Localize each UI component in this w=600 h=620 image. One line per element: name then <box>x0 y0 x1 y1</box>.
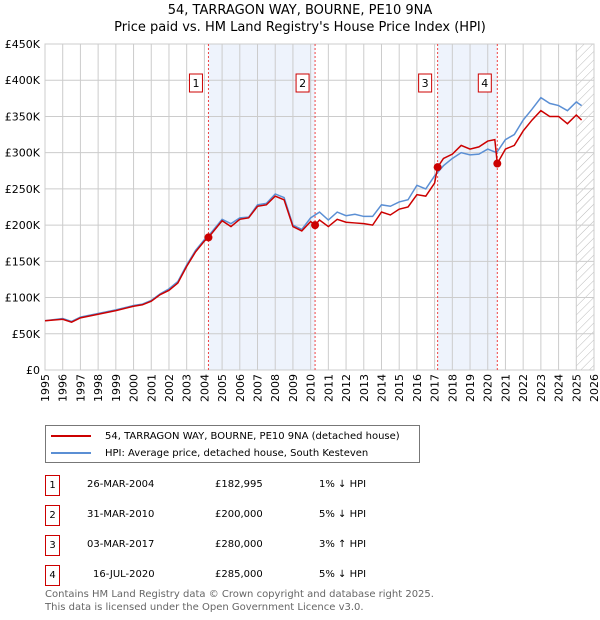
sale-number-badge: 2 <box>45 505 60 526</box>
x-tick-label: 1995 <box>39 374 52 402</box>
legend: 54, TARRAGON WAY, BOURNE, PE10 9NA (deta… <box>45 425 420 463</box>
sale-label: 3 <box>422 77 429 90</box>
sale-point <box>433 163 442 172</box>
sale-row: 4 16-JUL-2020 £285,000 5% ↓ HPI <box>45 565 445 586</box>
sale-label-box <box>188 73 203 93</box>
sale-number-badge: 4 <box>45 565 60 586</box>
y-tick-label: £100K <box>5 292 41 305</box>
x-tick-label: 2007 <box>252 374 265 402</box>
legend-swatch-blue <box>51 452 91 454</box>
chart-subtitle: Price paid vs. HM Land Registry's House … <box>114 20 486 35</box>
legend-item-property: 54, TARRAGON WAY, BOURNE, PE10 9NA (deta… <box>46 428 400 444</box>
y-tick-label: £0 <box>26 364 40 377</box>
y-tick-label: £150K <box>5 255 41 268</box>
footer: Contains HM Land Registry data © Crown c… <box>45 588 434 614</box>
footer-line: This data is licensed under the Open Gov… <box>45 602 364 613</box>
x-tick-label: 1996 <box>57 374 70 402</box>
sale-label-box <box>477 73 492 93</box>
sale-price: £280,000 <box>215 539 263 550</box>
sale-point <box>311 221 320 230</box>
sale-point <box>204 233 213 242</box>
chart-title: 54, TARRAGON WAY, BOURNE, PE10 9NA <box>167 3 433 18</box>
sale-label-box <box>418 73 433 93</box>
x-tick-label: 1999 <box>110 374 123 402</box>
price-chart: £0 £50K £100K £150K £200K £250K £300K £350K £400… <box>5 38 600 402</box>
sale-point <box>493 159 502 168</box>
x-tick-label: 2026 <box>588 374 600 402</box>
sale-hpi-diff: 3% ↑ HPI <box>319 539 367 550</box>
sale-number-badge: 3 <box>45 535 60 556</box>
sale-label: 1 <box>192 77 199 90</box>
sale-row: 1 26-MAR-2004 £182,995 1% ↓ HPI <box>45 475 445 496</box>
x-tick-label: 2019 <box>464 374 477 402</box>
sale-price: £200,000 <box>215 509 263 520</box>
sale-price: £182,995 <box>215 479 263 490</box>
x-tick-label: 2015 <box>393 374 406 402</box>
x-tick-label: 2000 <box>128 374 141 402</box>
x-tick-label: 2001 <box>145 374 158 402</box>
sale-hpi-diff: 5% ↓ HPI <box>319 509 367 520</box>
x-tick-label: 2017 <box>429 374 442 402</box>
shaded-period <box>437 44 498 370</box>
sale-row: 3 03-MAR-2017 £280,000 3% ↑ HPI <box>45 535 445 556</box>
x-tick-label: 2010 <box>305 374 318 402</box>
x-tick-label: 2016 <box>411 374 424 402</box>
plot-frame <box>44 43 595 371</box>
x-tick-label: 2022 <box>517 374 530 402</box>
x-tick-label: 2003 <box>181 374 194 402</box>
sale-label-box <box>295 73 310 93</box>
forecast-hatch <box>576 44 594 370</box>
x-tick-label: 2021 <box>499 374 512 402</box>
footer-line: Contains HM Land Registry data © Crown c… <box>45 589 434 600</box>
sale-date: 03-MAR-2017 <box>87 539 155 550</box>
shaded-period <box>208 44 316 370</box>
sale-date: 31-MAR-2010 <box>87 509 155 520</box>
x-tick-label: 1998 <box>92 374 105 402</box>
x-tick-label: 2020 <box>482 374 495 402</box>
x-tick-label: 2025 <box>570 374 583 402</box>
y-tick-label: £200K <box>5 219 41 232</box>
y-tick-label: £450K <box>5 38 41 51</box>
sale-date: 26-MAR-2004 <box>87 479 155 490</box>
x-tick-label: 2008 <box>269 374 282 402</box>
x-tick-label: 2024 <box>553 374 566 402</box>
y-tick-label: £400K <box>5 74 41 87</box>
y-tick-label: £50K <box>12 328 41 341</box>
sale-hpi-diff: 1% ↓ HPI <box>319 479 367 490</box>
x-tick-label: 2006 <box>234 374 247 402</box>
sale-label: 2 <box>299 77 306 90</box>
sale-row: 2 31-MAR-2010 £200,000 5% ↓ HPI <box>45 505 445 526</box>
legend-label: 54, TARRAGON WAY, BOURNE, PE10 9NA (deta… <box>105 430 400 442</box>
legend-item-hpi: HPI: Average price, detached house, Sout… <box>46 445 368 461</box>
x-tick-label: 2011 <box>322 374 335 402</box>
sale-date: 16-JUL-2020 <box>93 569 155 580</box>
x-tick-label: 2018 <box>446 374 459 402</box>
legend-swatch-red <box>51 435 91 437</box>
y-tick-label: £250K <box>5 183 41 196</box>
x-tick-label: 2014 <box>375 374 388 402</box>
x-tick-label: 2013 <box>358 374 371 402</box>
x-tick-label: 2009 <box>287 374 300 402</box>
y-tick-label: £350K <box>5 110 41 123</box>
x-tick-label: 1997 <box>74 374 87 402</box>
x-tick-label: 2004 <box>198 374 211 402</box>
x-tick-label: 2005 <box>216 374 229 402</box>
sale-number-badge: 1 <box>45 475 60 496</box>
y-tick-label: £300K <box>5 147 41 160</box>
series-line-hpi <box>44 96 583 323</box>
sale-hpi-diff: 5% ↓ HPI <box>319 569 367 580</box>
legend-label: HPI: Average price, detached house, Sout… <box>105 447 369 459</box>
sale-label: 4 <box>481 77 488 90</box>
x-tick-label: 2002 <box>163 374 176 402</box>
sale-price: £285,000 <box>215 569 263 580</box>
x-tick-label: 2012 <box>340 374 353 402</box>
x-tick-label: 2023 <box>535 374 548 402</box>
